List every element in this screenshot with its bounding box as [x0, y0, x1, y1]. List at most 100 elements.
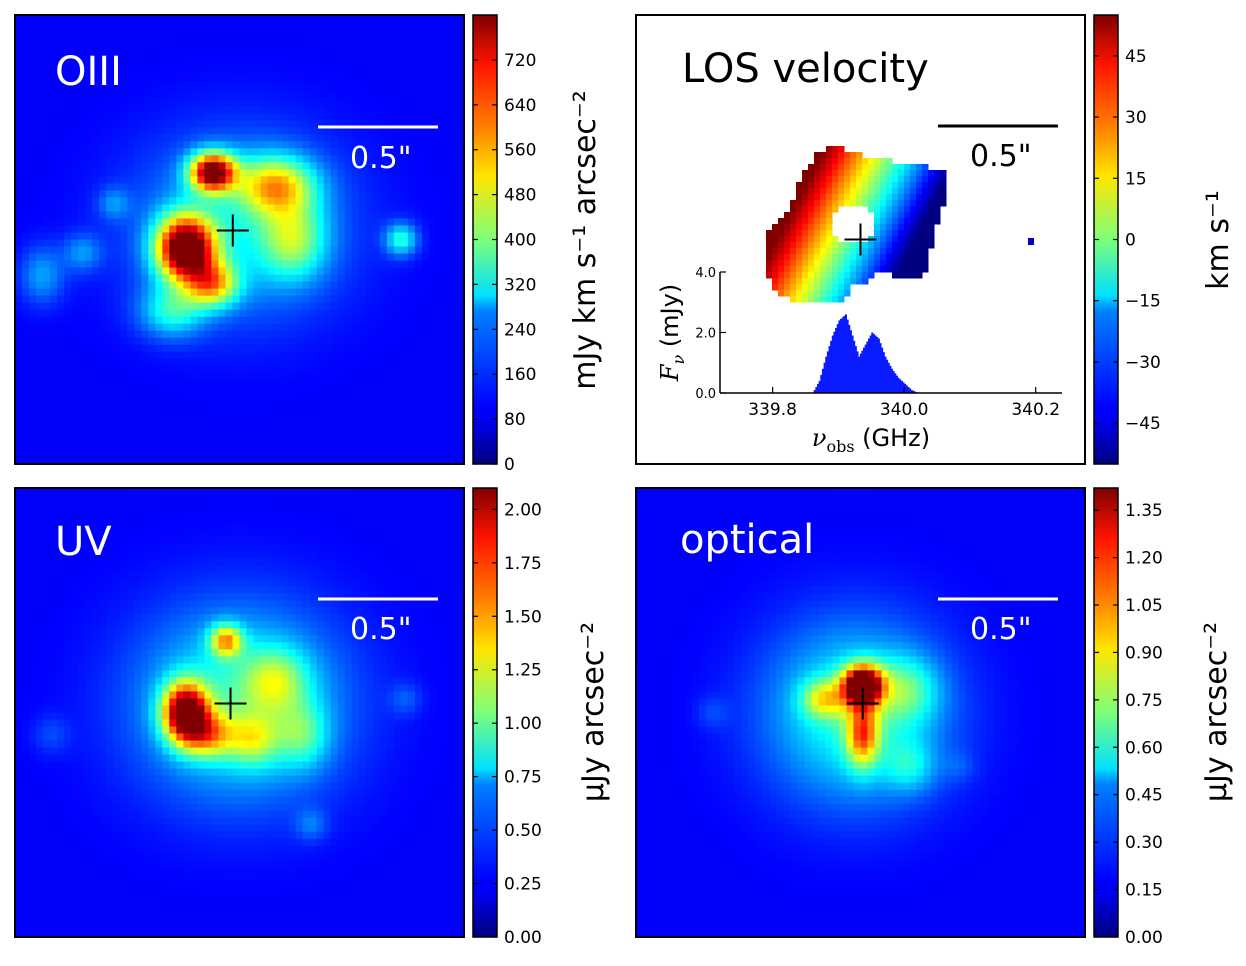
- heatmap-cell: [330, 442, 339, 451]
- heatmap-cell: [71, 267, 79, 276]
- heatmap-cell: [274, 218, 283, 227]
- heatmap-cell: [365, 456, 374, 464]
- heatmap-cell: [225, 127, 234, 135]
- velocity-cell: [820, 158, 827, 165]
- heatmap-cell: [134, 400, 142, 409]
- heatmap-cell: [211, 281, 220, 290]
- heatmap-cell: [330, 449, 339, 458]
- heatmap-cell: [288, 50, 297, 58]
- velocity-cell: [850, 260, 857, 267]
- velocity-cell: [838, 266, 845, 273]
- velocity-cell: [838, 164, 845, 171]
- heatmap-cell: [246, 365, 255, 374]
- heatmap-cell: [428, 407, 437, 416]
- heatmap-cell: [351, 456, 360, 464]
- heatmap-cell: [407, 134, 416, 142]
- heatmap-cell: [456, 407, 464, 416]
- heatmap-cell: [211, 421, 220, 430]
- velocity-cell: [832, 194, 839, 201]
- heatmap-cell: [232, 232, 241, 241]
- heatmap-cell: [190, 295, 199, 304]
- heatmap-cell: [57, 127, 65, 135]
- heatmap-cell: [414, 456, 423, 464]
- heatmap-cell: [106, 495, 114, 503]
- heatmap-cell: [344, 169, 353, 177]
- heatmap-cell: [344, 330, 353, 339]
- heatmap-cell: [155, 449, 163, 458]
- heatmap-cell: [435, 274, 444, 283]
- heatmap-cell: [78, 323, 86, 332]
- heatmap-cell: [386, 64, 395, 72]
- heatmap-cell: [239, 120, 248, 128]
- velocity-cell: [886, 236, 893, 243]
- heatmap-cell: [64, 274, 72, 283]
- velocity-cell: [916, 266, 923, 273]
- heatmap-cell: [99, 344, 107, 353]
- heatmap-cell: [323, 488, 332, 496]
- heatmap-cell: [134, 155, 142, 163]
- heatmap-cell: [337, 218, 346, 227]
- heatmap-cell: [239, 162, 248, 170]
- heatmap-cell: [316, 302, 325, 311]
- velocity-cell: [802, 272, 809, 279]
- heatmap-cell: [50, 267, 58, 276]
- heatmap-cell: [57, 495, 65, 503]
- heatmap-cell: [435, 488, 444, 496]
- heatmap-cell: [302, 414, 311, 423]
- heatmap-cell: [253, 260, 262, 269]
- heatmap-cell: [309, 379, 318, 388]
- heatmap-cell: [64, 169, 72, 177]
- heatmap-cell: [309, 57, 318, 65]
- heatmap-cell: [141, 502, 149, 510]
- velocity-cell: [808, 200, 815, 207]
- heatmap-cell: [393, 57, 402, 65]
- heatmap-cell: [22, 134, 30, 142]
- heatmap-cell: [78, 456, 86, 464]
- heatmap-cell: [141, 127, 149, 135]
- heatmap-cell: [365, 288, 374, 297]
- heatmap-cell: [29, 267, 37, 276]
- velocity-cell: [850, 176, 857, 183]
- heatmap-cell: [337, 288, 346, 297]
- velocity-cell: [832, 248, 839, 255]
- heatmap-cell: [358, 323, 367, 332]
- heatmap-cell: [421, 400, 430, 409]
- heatmap-cell: [22, 288, 30, 297]
- heatmap-cell: [57, 316, 65, 325]
- velocity-cell: [940, 170, 947, 177]
- heatmap-cell: [169, 316, 177, 325]
- heatmap-cell: [393, 64, 402, 72]
- heatmap-cell: [176, 309, 184, 318]
- heatmap-cell: [365, 99, 374, 107]
- heatmap-cell: [113, 43, 121, 51]
- velocity-cell: [898, 242, 905, 249]
- heatmap-cell: [260, 106, 269, 114]
- spectrum-bin: [887, 362, 890, 393]
- heatmap-cell: [169, 302, 177, 311]
- heatmap-cell: [407, 141, 416, 149]
- heatmap-cell: [183, 379, 191, 388]
- heatmap-cell: [421, 85, 430, 93]
- velocity-cell: [904, 266, 911, 273]
- heatmap-cell: [113, 162, 121, 170]
- heatmap-cell: [323, 302, 332, 311]
- heatmap-cell: [393, 246, 402, 255]
- heatmap-cell: [22, 155, 30, 163]
- heatmap-cell: [29, 169, 37, 177]
- heatmap-cell: [449, 85, 458, 93]
- heatmap-cell: [456, 22, 464, 30]
- heatmap-cell: [50, 113, 58, 121]
- heatmap-cell: [57, 85, 65, 93]
- heatmap-cell: [36, 337, 44, 346]
- heatmap-cell: [64, 509, 72, 517]
- velocity-cell: [826, 188, 833, 195]
- heatmap-cell: [99, 99, 107, 107]
- heatmap-cell: [183, 141, 191, 149]
- heatmap-cell: [330, 29, 339, 37]
- heatmap-cell: [274, 407, 283, 416]
- heatmap-cell: [428, 99, 437, 107]
- heatmap-cell: [281, 495, 290, 503]
- heatmap-cell: [176, 64, 184, 72]
- oiii-heatmap: [15, 15, 464, 464]
